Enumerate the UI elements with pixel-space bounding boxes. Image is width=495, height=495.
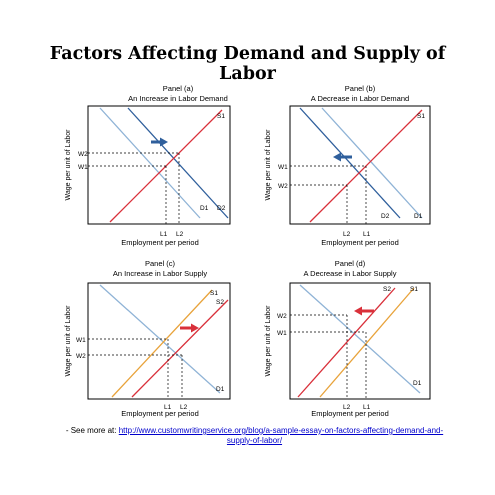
panel-c-wage-label-1: W1 bbox=[76, 337, 86, 344]
panel-d-frame bbox=[289, 282, 431, 400]
panel-b-employment-label-1: L2 bbox=[343, 231, 351, 238]
panel-c-supply-s1 bbox=[111, 289, 213, 398]
panel-d-employment-label-1: L2 bbox=[343, 404, 351, 411]
panel-c-supply-s2 bbox=[131, 299, 229, 398]
panel-a-frame bbox=[87, 105, 231, 225]
panel-b-employment-label-2: L1 bbox=[363, 231, 371, 238]
panel-b-demand-d1 bbox=[321, 107, 423, 219]
panel-a-x-axis-label: Employment per period bbox=[121, 238, 199, 247]
panel-d-supply-label-2: S1 bbox=[410, 286, 418, 293]
panel-d-wage-label-1: W2 bbox=[277, 313, 287, 320]
panel-c-supply-label-1: S1 bbox=[210, 290, 218, 297]
panel-a-wage-label-2: W1 bbox=[78, 164, 88, 171]
page-title: Factors Affecting Demand and Supply of L… bbox=[49, 44, 446, 84]
panel-b-y-axis-label: Wage per unit of Labor bbox=[265, 129, 272, 201]
panel-b-supply-label: S1 bbox=[417, 113, 425, 120]
panel-d-employment-label-2: L1 bbox=[363, 404, 371, 411]
panel-b-demand-label-2: D1 bbox=[414, 213, 423, 220]
panel-d-demand-d1 bbox=[299, 284, 421, 394]
panel-b: Panel (b) A Decrease in Labor Demand Wag… bbox=[265, 84, 431, 247]
panel-b-frame bbox=[289, 105, 431, 225]
panel-b-demand-label-1: D2 bbox=[381, 213, 390, 220]
panel-d-x-axis-label: Employment per period bbox=[311, 409, 389, 418]
panel-d-supply-label-1: S2 bbox=[383, 286, 391, 293]
panel-a-employment-label-2: L2 bbox=[176, 231, 184, 238]
panel-d-y-axis-label: Wage per unit of Labor bbox=[265, 305, 272, 377]
panel-a: Panel (a) An Increase in Labor Demand Wa… bbox=[65, 84, 231, 247]
panel-d-demand-label: D1 bbox=[413, 380, 422, 387]
panel-a-subtitle: An Increase in Labor Demand bbox=[128, 94, 228, 103]
panel-c-x-axis-label: Employment per period bbox=[121, 409, 199, 418]
panel-a-y-axis-label: Wage per unit of Labor bbox=[65, 129, 72, 201]
panel-b-subtitle: A Decrease in Labor Demand bbox=[311, 94, 409, 103]
panel-a-demand-d2 bbox=[127, 107, 229, 219]
panel-c-subtitle: An Increase in Labor Supply bbox=[113, 269, 207, 278]
panel-b-demand-d2 bbox=[299, 107, 401, 219]
source-note: - See more at: http://www.customwritings… bbox=[62, 426, 447, 446]
panel-d-supply-s1 bbox=[319, 287, 415, 398]
panel-c-supply-label-2: S2 bbox=[216, 299, 224, 306]
panel-c-name: Panel (c) bbox=[145, 259, 176, 268]
panel-a-demand-label-1: D1 bbox=[200, 205, 209, 212]
panel-a-employment-label-1: L1 bbox=[160, 231, 168, 238]
panel-d-subtitle: A Decrease in Labor Supply bbox=[304, 269, 397, 278]
panel-d-supply-s2 bbox=[297, 287, 396, 398]
source-link[interactable]: http://www.customwritingservice.org/blog… bbox=[118, 426, 444, 445]
panel-c-shift-arrow bbox=[180, 323, 199, 333]
panel-a-name: Panel (a) bbox=[163, 84, 194, 93]
panel-c-employment-label-1: L1 bbox=[164, 404, 172, 411]
panel-d: Panel (d) A Decrease in Labor Supply Wag… bbox=[265, 259, 431, 418]
panel-c-demand-label: D1 bbox=[216, 386, 225, 393]
panel-b-name: Panel (b) bbox=[345, 84, 376, 93]
panel-c: Panel (c) An Increase in Labor Supply Wa… bbox=[65, 259, 231, 418]
panel-a-supply-label: S1 bbox=[217, 113, 225, 120]
panel-c-wage-label-2: W2 bbox=[76, 353, 86, 360]
panel-a-demand-d1 bbox=[99, 107, 201, 219]
panel-c-frame bbox=[87, 282, 231, 400]
panel-c-employment-label-2: L2 bbox=[180, 404, 188, 411]
panel-b-x-axis-label: Employment per period bbox=[321, 238, 399, 247]
panel-b-shift-arrow bbox=[333, 152, 352, 162]
panel-a-demand-label-2: D2 bbox=[217, 205, 226, 212]
panel-d-wage-label-2: W1 bbox=[277, 330, 287, 337]
source-prefix: - See more at: bbox=[65, 426, 119, 435]
panel-a-wage-label-1: W2 bbox=[78, 151, 88, 158]
panel-b-wage-label-1: W1 bbox=[278, 164, 288, 171]
panel-c-y-axis-label: Wage per unit of Labor bbox=[65, 305, 72, 377]
panel-d-name: Panel (d) bbox=[335, 259, 366, 268]
panel-d-shift-arrow bbox=[354, 306, 374, 316]
panel-a-shift-arrow bbox=[151, 137, 168, 147]
panel-b-wage-label-2: W2 bbox=[278, 183, 288, 190]
